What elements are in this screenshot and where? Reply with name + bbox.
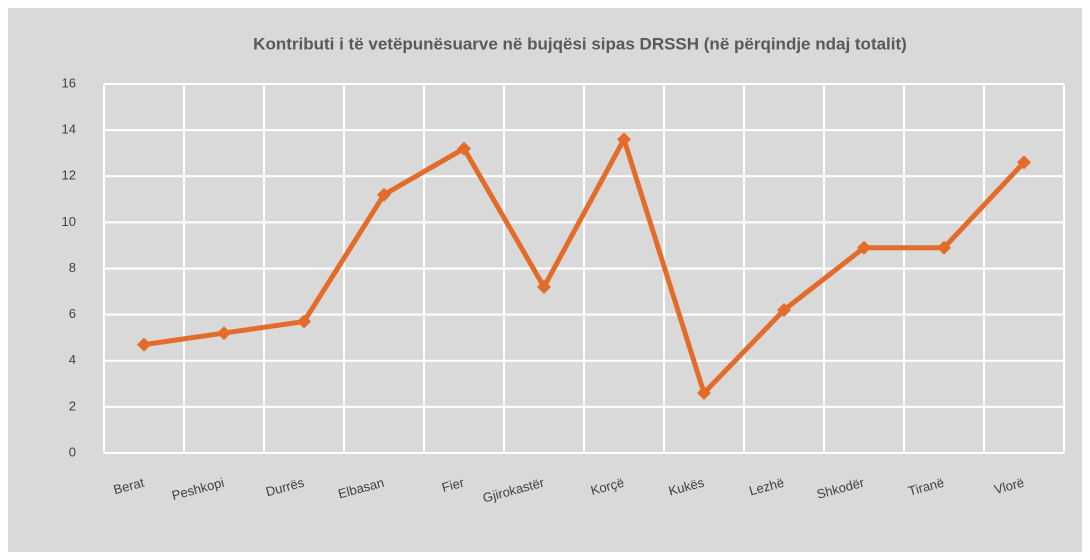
y-tick-label: 0	[69, 444, 76, 459]
marker	[137, 337, 151, 352]
y-tick-label: 6	[69, 306, 76, 321]
marker	[457, 141, 471, 156]
y-tick-label: 12	[62, 168, 76, 183]
marker	[297, 314, 311, 329]
marker	[777, 303, 791, 318]
chart-title: Kontributi i të vetëpunësuarve në bujqës…	[253, 34, 907, 53]
marker	[1017, 155, 1031, 170]
marker	[617, 132, 631, 147]
marker	[217, 326, 231, 341]
x-tick-label: Fier	[440, 475, 466, 495]
y-tick-label: 14	[62, 122, 76, 137]
line	[143, 136, 1026, 396]
marker	[697, 386, 711, 401]
y-tick-label: 4	[69, 352, 76, 367]
y-tick-label: 8	[69, 260, 76, 275]
marker	[857, 240, 871, 255]
y-tick-label: 2	[69, 398, 76, 413]
y-tick-label: 16	[62, 75, 76, 90]
y-tick-label: 10	[62, 214, 76, 229]
marker	[937, 240, 951, 255]
marker	[377, 187, 391, 202]
marker	[537, 279, 551, 294]
